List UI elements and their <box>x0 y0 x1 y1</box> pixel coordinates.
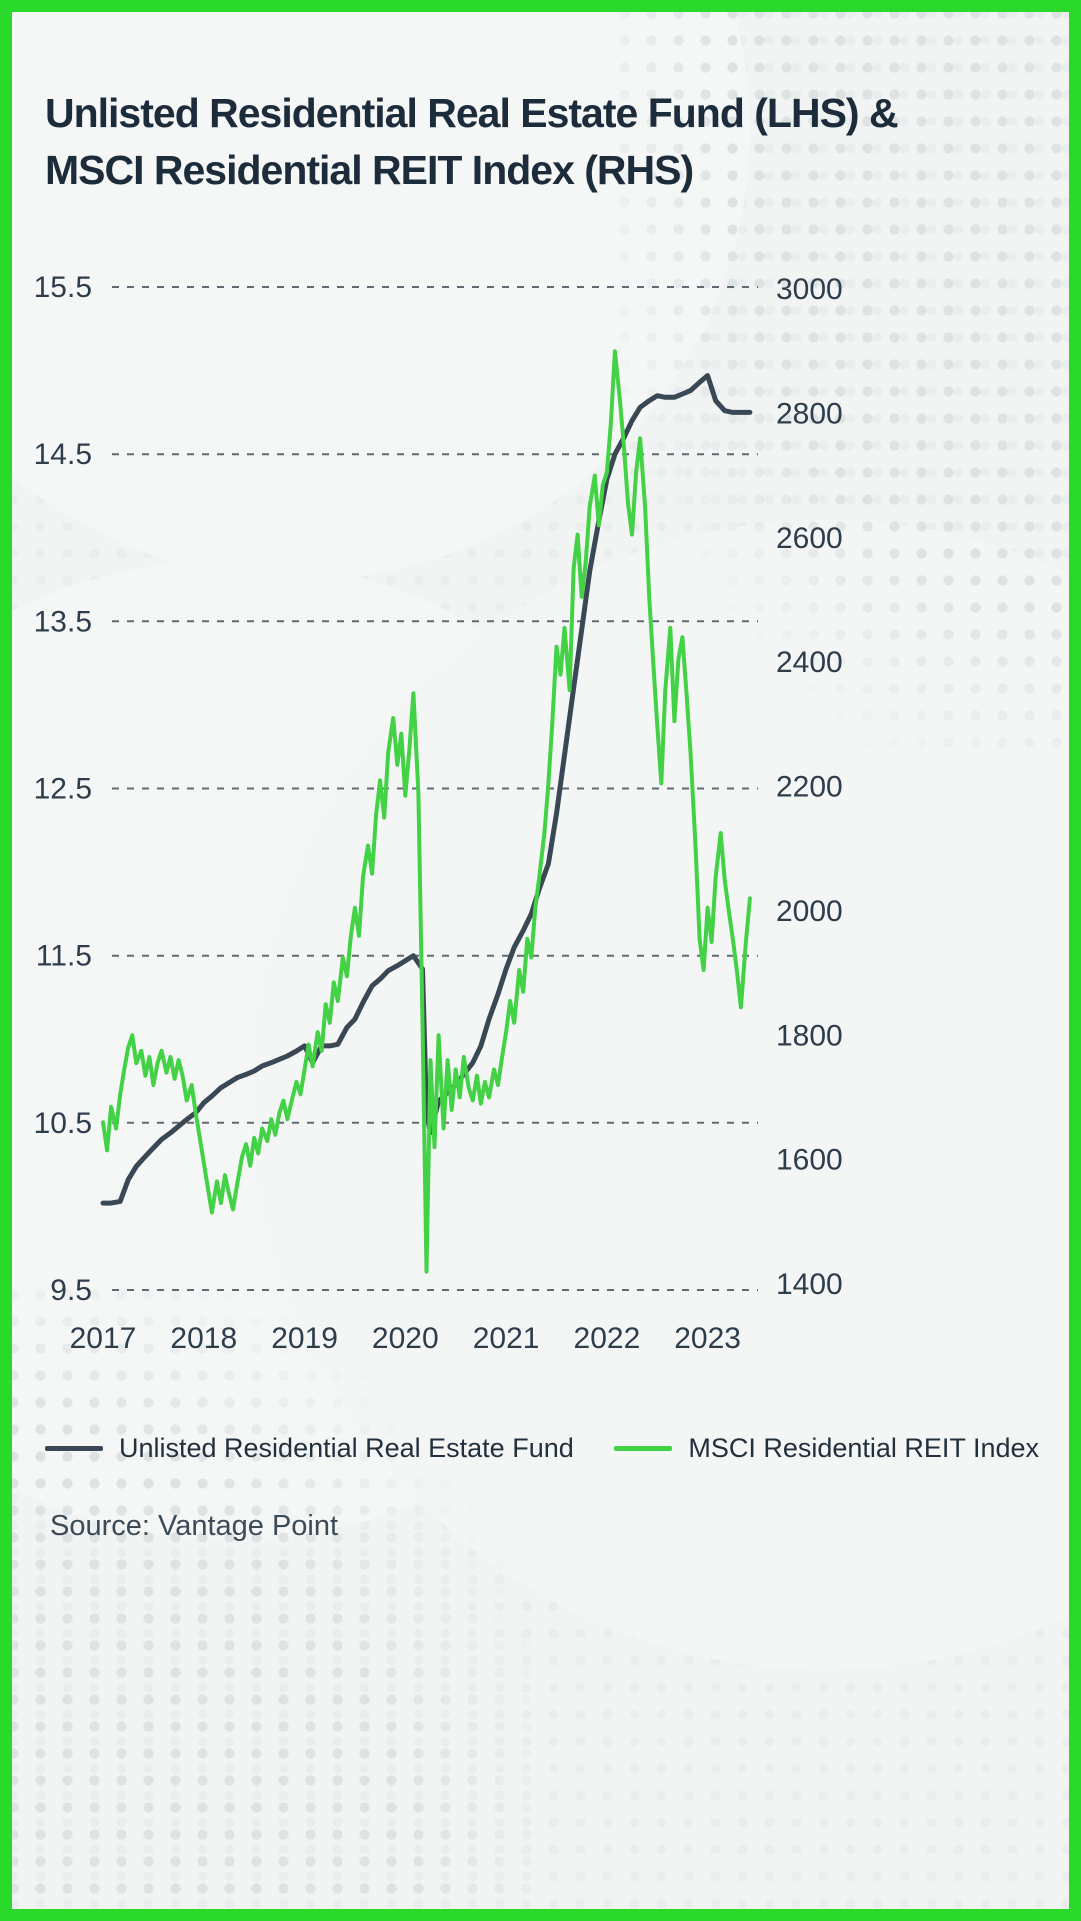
left-axis-tick-label: 11.5 <box>36 940 92 973</box>
x-axis-tick-label: 2018 <box>170 1322 237 1355</box>
chart-title-line-2: MSCI Residential REIT Index (RHS) <box>45 147 694 194</box>
right-axis-tick-label: 3000 <box>776 273 843 306</box>
right-axis-tick-label: 2800 <box>776 397 843 430</box>
x-axis-tick-label: 2017 <box>70 1322 137 1355</box>
legend-item-unlisted-fund: Unlisted Residential Real Estate Fund <box>45 1433 574 1464</box>
chart-title-line-1: Unlisted Residential Real Estate Fund (L… <box>45 90 899 137</box>
left-axis-tick-label: 15.5 <box>34 271 92 304</box>
dual-axis-line-chart: 15.5 14.5 13.5 12.5 11.5 10.5 9.5 3000 2800 2600 2… <box>34 271 843 1355</box>
halftone-pattern-top-right <box>611 0 1081 760</box>
left-axis-tick-label: 13.5 <box>34 605 92 638</box>
series-line-msci-reit <box>101 349 752 1274</box>
left-axis-tick-label: 12.5 <box>34 773 92 806</box>
left-axis-tick-label: 10.5 <box>34 1107 92 1140</box>
right-axis-tick-label: 1800 <box>776 1019 843 1052</box>
right-axis-tick-label: 2400 <box>776 646 843 679</box>
legend-swatch <box>614 1445 673 1451</box>
left-axis-tick-label: 14.5 <box>34 438 92 471</box>
right-axis-tick-label: 2600 <box>776 522 843 555</box>
halftone-pattern-bottom-left <box>0 1281 540 1921</box>
x-axis-tick-label: 2022 <box>574 1322 641 1355</box>
legend-item-msci-reit: MSCI Residential REIT Index <box>614 1433 1039 1464</box>
source-text: Source: Vantage Point <box>50 1510 339 1542</box>
left-axis-tick-label: 9.5 <box>50 1274 92 1307</box>
right-axis-tick-label: 1400 <box>776 1268 843 1301</box>
legend-label: Unlisted Residential Real Estate Fund <box>119 1432 574 1463</box>
right-axis-tick-label: 2200 <box>776 771 843 804</box>
x-axis-tick-label: 2019 <box>271 1322 338 1355</box>
right-axis-tick-label: 1600 <box>776 1144 843 1177</box>
legend: Unlisted Residential Real Estate Fund MS… <box>45 1422 1039 1474</box>
x-axis-tick-label: 2023 <box>674 1322 741 1355</box>
legend-swatch <box>45 1445 103 1451</box>
x-axis-tick-label: 2021 <box>473 1322 540 1355</box>
series-line-unlisted-fund <box>100 373 753 1206</box>
legend-label: MSCI Residential REIT Index <box>688 1432 1039 1463</box>
right-axis-tick-label: 2000 <box>776 895 843 928</box>
x-axis-tick-label: 2020 <box>372 1322 439 1355</box>
chart-title: Unlisted Residential Real Estate Fund (L… <box>45 85 899 198</box>
